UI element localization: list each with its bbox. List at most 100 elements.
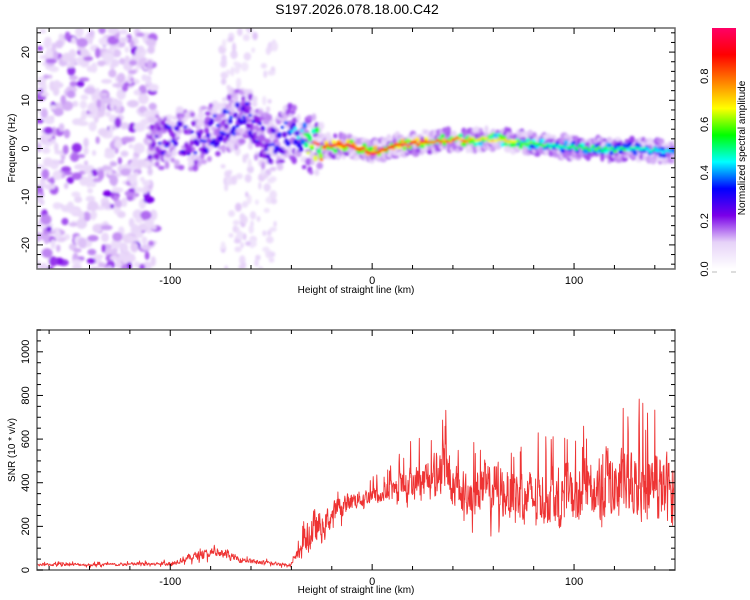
spectrogram-cell xyxy=(140,210,152,220)
spectrogram-cell xyxy=(69,56,76,68)
spectrogram-cell xyxy=(529,143,535,149)
spectrogram-cell xyxy=(78,77,90,82)
spectrogram-cell xyxy=(400,138,406,143)
spectrogram-cell xyxy=(124,255,136,263)
spectrogram-cell xyxy=(143,110,152,118)
spectrogram-cell xyxy=(83,56,94,62)
spectrogram-cell xyxy=(40,214,52,225)
spectrogram-cell xyxy=(291,104,298,112)
spectrogram-cell xyxy=(558,144,563,148)
spectrogram-cell xyxy=(306,115,313,121)
spectrogram-cell xyxy=(126,100,139,108)
spectrogram-cell xyxy=(137,165,142,170)
spectrogram-cell xyxy=(561,145,566,149)
spectrogram-cell xyxy=(234,94,239,102)
spectrogram-cell xyxy=(425,140,430,144)
spectrogram-xtick-label: -100 xyxy=(159,275,181,287)
spectrogram-cell xyxy=(41,168,50,180)
spectrogram-cell xyxy=(419,140,424,144)
spectrogram-cell xyxy=(98,28,106,35)
spectrogram-cell xyxy=(360,149,366,154)
spectrogram-cell xyxy=(130,242,139,253)
spectrogram-cell xyxy=(314,126,320,133)
spectrogram-cell xyxy=(87,29,95,37)
spectrogram-cell xyxy=(236,230,244,241)
spectrogram-cell xyxy=(101,165,113,171)
spectrogram-cell xyxy=(220,164,226,169)
spectrogram-cell xyxy=(233,61,239,66)
spectrogram-cell xyxy=(661,150,666,154)
spectrogram-cell xyxy=(85,195,96,202)
spectrogram-cell xyxy=(200,159,207,165)
spectrogram-cell xyxy=(312,140,317,145)
spectrogram-cell xyxy=(147,46,155,54)
spectrogram-cell xyxy=(240,61,249,72)
spectrogram-cell xyxy=(107,28,119,35)
spectrogram-cell xyxy=(318,152,324,159)
spectrogram-cell xyxy=(128,143,134,149)
spectrogram-cell xyxy=(512,142,518,147)
spectrogram-cell xyxy=(133,89,142,96)
spectrogram-cell xyxy=(269,166,277,172)
spectrogram-cell xyxy=(314,169,320,176)
spectrogram-cell xyxy=(335,142,340,146)
spectrogram-cell xyxy=(232,135,237,143)
snr-ytick-label: 0 xyxy=(20,567,32,573)
spectrogram-cell xyxy=(313,155,318,162)
spectrogram-cell xyxy=(63,129,71,139)
spectrogram-cell xyxy=(150,256,156,267)
spectrogram-cell xyxy=(262,120,270,125)
spectrogram-cell xyxy=(214,140,220,147)
spectrogram-cell xyxy=(267,99,272,104)
spectrogram-cell xyxy=(294,130,300,137)
spectrogram-cell xyxy=(403,142,408,146)
spectrogram-cell xyxy=(228,36,234,42)
spectrogram-cell xyxy=(171,132,177,139)
spectrogram-cell xyxy=(228,210,235,217)
spectrogram-cell xyxy=(68,222,78,227)
spectrogram-cell xyxy=(94,47,101,59)
spectrogram-cell xyxy=(133,142,145,154)
spectrogram-cell xyxy=(228,233,234,238)
spectrogram-cell xyxy=(64,171,73,176)
spectrogram-cell xyxy=(224,170,232,178)
spectrogram-cell xyxy=(59,159,65,164)
spectrogram-cell xyxy=(109,101,115,111)
spectrogram-cell xyxy=(262,95,267,106)
spectrogram-cell xyxy=(230,50,238,60)
spectrogram-cell xyxy=(235,173,243,180)
spectrogram-cell xyxy=(70,153,80,162)
spectrogram-cell xyxy=(154,154,160,161)
spectrogram-cell xyxy=(120,122,130,130)
spectrogram-cell xyxy=(71,172,83,180)
spectrogram-cell xyxy=(120,243,129,253)
spectrogram-cell xyxy=(532,141,537,146)
spectrogram-cell xyxy=(245,191,249,198)
spectrogram-cell xyxy=(96,99,102,108)
spectrogram-cell xyxy=(142,180,151,187)
spectrogram-cell xyxy=(200,105,207,111)
spectrogram-cell xyxy=(351,145,356,149)
spectrogram-cell xyxy=(658,153,664,158)
spectrogram-cell xyxy=(247,158,252,168)
spectrogram-cell xyxy=(247,142,253,150)
spectrogram-cell xyxy=(234,101,240,108)
spectrogram-cell xyxy=(238,118,243,123)
spectrogram-cell xyxy=(249,123,254,131)
spectrogram-cell xyxy=(302,122,307,129)
spectrogram-cell xyxy=(41,146,51,154)
spectrogram-cell xyxy=(87,248,97,256)
spectrogram-cell xyxy=(280,148,286,155)
spectrogram-cell xyxy=(67,208,80,214)
spectrogram-cell xyxy=(211,100,219,106)
spectrogram-cell xyxy=(311,127,317,134)
spectrogram-cell xyxy=(112,49,122,58)
spectrogram-cell xyxy=(299,129,304,133)
spectrogram-cell xyxy=(78,237,87,249)
spectrogram-cell xyxy=(95,136,100,145)
spectrogram-cell xyxy=(197,118,205,126)
spectrogram-cell xyxy=(383,148,388,152)
spectrogram-cell xyxy=(189,139,195,146)
snr-line xyxy=(37,398,675,568)
spectrogram-cell xyxy=(97,262,106,268)
